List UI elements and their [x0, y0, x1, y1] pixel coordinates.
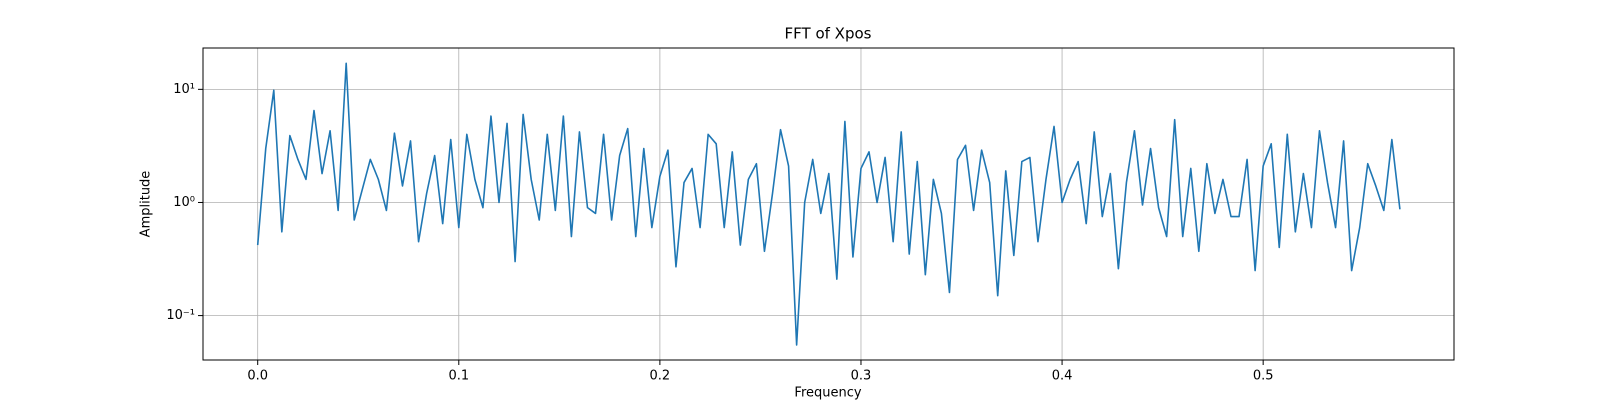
x-tick-label: 0.3	[851, 369, 872, 384]
x-axis-label: Frequency	[794, 386, 861, 400]
x-tick-label: 0.5	[1253, 369, 1274, 384]
x-tick-label: 0.1	[448, 369, 469, 384]
plot-frame	[202, 47, 1455, 361]
y-tick-label: 10⁰	[173, 195, 195, 210]
x-tick-label: 0.4	[1052, 369, 1073, 384]
y-axis-label: Amplitude	[139, 171, 154, 238]
data-line	[256, 62, 1401, 346]
chart-title: FFT of Xpos	[785, 25, 872, 43]
y-tick-label: 10⁻¹	[166, 308, 195, 323]
y-tick-label: 10¹	[173, 82, 195, 97]
x-tick-label: 0.0	[247, 369, 268, 384]
x-tick-label: 0.2	[650, 369, 671, 384]
